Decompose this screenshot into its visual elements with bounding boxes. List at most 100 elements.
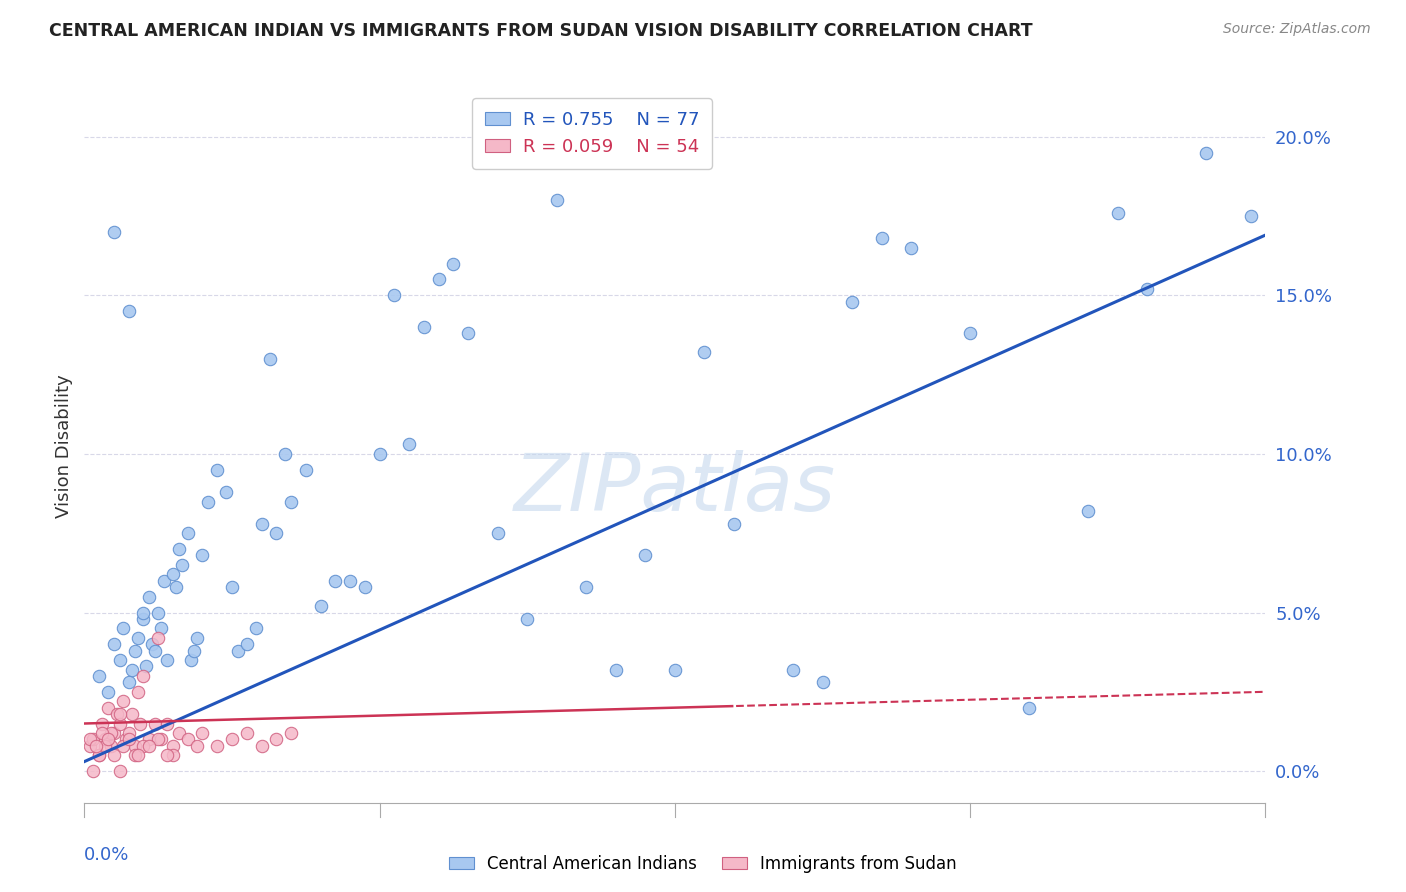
- Point: [121, 663, 143, 677]
- Point: [167, 726, 190, 740]
- Point: [309, 599, 332, 614]
- Point: [221, 732, 243, 747]
- Point: [100, 726, 122, 740]
- Point: [236, 726, 259, 740]
- Point: [148, 732, 170, 747]
- Point: [127, 685, 149, 699]
- Point: [900, 241, 922, 255]
- Point: [250, 739, 273, 753]
- Point: [634, 549, 657, 563]
- Point: [114, 732, 136, 747]
- Point: [87, 748, 111, 763]
- Point: [108, 706, 131, 721]
- Point: [97, 700, 120, 714]
- Point: [103, 748, 125, 763]
- Point: [197, 494, 219, 508]
- Point: [150, 621, 173, 635]
- Point: [103, 726, 125, 740]
- Point: [135, 659, 157, 673]
- Point: [103, 225, 125, 239]
- Point: [162, 739, 184, 753]
- Point: [250, 516, 273, 531]
- Point: [215, 485, 238, 500]
- Text: Source: ZipAtlas.com: Source: ZipAtlas.com: [1223, 22, 1371, 37]
- Point: [870, 231, 893, 245]
- Point: [156, 748, 179, 763]
- Point: [177, 526, 200, 541]
- Point: [1077, 504, 1099, 518]
- Point: [153, 574, 176, 588]
- Point: [1018, 700, 1040, 714]
- Point: [132, 739, 155, 753]
- Point: [132, 606, 155, 620]
- Point: [693, 345, 716, 359]
- Point: [105, 706, 128, 721]
- Y-axis label: Vision Disability: Vision Disability: [55, 374, 73, 518]
- Text: 0.0%: 0.0%: [84, 846, 129, 863]
- Point: [124, 643, 146, 657]
- Point: [118, 726, 141, 740]
- Point: [148, 631, 170, 645]
- Point: [280, 494, 302, 508]
- Point: [91, 716, 114, 731]
- Point: [180, 653, 202, 667]
- Point: [221, 580, 243, 594]
- Point: [207, 739, 229, 753]
- Point: [118, 675, 141, 690]
- Point: [143, 716, 166, 731]
- Point: [118, 732, 141, 747]
- Point: [266, 526, 288, 541]
- Point: [156, 653, 179, 667]
- Point: [177, 732, 200, 747]
- Point: [118, 304, 141, 318]
- Point: [84, 739, 107, 753]
- Point: [124, 739, 146, 753]
- Point: [167, 542, 190, 557]
- Point: [138, 590, 160, 604]
- Point: [121, 706, 143, 721]
- Point: [124, 748, 146, 763]
- Point: [516, 612, 538, 626]
- Point: [141, 637, 163, 651]
- Point: [186, 739, 208, 753]
- Point: [82, 732, 104, 747]
- Point: [87, 669, 111, 683]
- Text: CENTRAL AMERICAN INDIAN VS IMMIGRANTS FROM SUDAN VISION DISABILITY CORRELATION C: CENTRAL AMERICAN INDIAN VS IMMIGRANTS FR…: [49, 22, 1033, 40]
- Point: [111, 621, 134, 635]
- Point: [132, 612, 155, 626]
- Point: [354, 580, 377, 594]
- Legend: R = 0.755    N = 77, R = 0.059    N = 54: R = 0.755 N = 77, R = 0.059 N = 54: [472, 98, 711, 169]
- Point: [183, 643, 205, 657]
- Point: [959, 326, 981, 341]
- Point: [87, 748, 111, 763]
- Point: [186, 631, 208, 645]
- Point: [457, 326, 479, 341]
- Point: [1107, 206, 1129, 220]
- Point: [162, 567, 184, 582]
- Point: [259, 351, 281, 366]
- Point: [226, 643, 249, 657]
- Point: [129, 716, 152, 731]
- Point: [1240, 209, 1263, 223]
- Point: [191, 549, 214, 563]
- Point: [94, 739, 117, 753]
- Point: [170, 558, 193, 572]
- Point: [111, 739, 134, 753]
- Point: [413, 320, 436, 334]
- Point: [398, 437, 420, 451]
- Point: [103, 637, 125, 651]
- Point: [295, 463, 318, 477]
- Point: [138, 732, 160, 747]
- Point: [100, 739, 122, 753]
- Point: [91, 726, 114, 740]
- Point: [368, 447, 391, 461]
- Point: [162, 748, 184, 763]
- Point: [79, 732, 101, 747]
- Point: [143, 643, 166, 657]
- Point: [339, 574, 361, 588]
- Point: [1136, 282, 1159, 296]
- Point: [1195, 145, 1218, 160]
- Point: [811, 675, 834, 690]
- Point: [325, 574, 347, 588]
- Point: [156, 716, 179, 731]
